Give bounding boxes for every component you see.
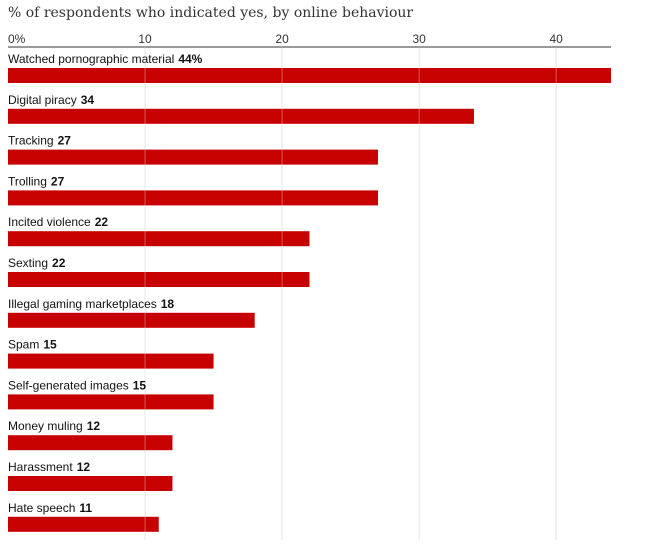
category-label: Watched pornographic material 44% xyxy=(8,52,203,66)
category-name: Digital piracy xyxy=(8,93,77,107)
category-labels: Watched pornographic material 44% Digital … xyxy=(8,52,203,515)
data-label: 12 xyxy=(77,460,91,474)
category-label: Incited violence 22 xyxy=(8,215,108,229)
data-label: 22 xyxy=(95,215,109,229)
bar xyxy=(8,108,474,124)
category-name: Trolling xyxy=(8,174,47,188)
category-name: Sexting xyxy=(8,256,48,270)
bar xyxy=(8,353,214,369)
x-tick-label: 0% xyxy=(8,32,26,46)
chart-title: % of respondents who indicated yes, by o… xyxy=(8,5,414,21)
category-label: Illegal gaming marketplaces 18 xyxy=(8,297,174,311)
data-label: 34 xyxy=(81,93,95,107)
category-name: Spam xyxy=(8,338,39,352)
bar xyxy=(8,516,159,532)
bar xyxy=(8,68,611,83)
category-label: Spam 15 xyxy=(8,338,57,352)
bars xyxy=(8,47,611,540)
category-name: Incited violence xyxy=(8,215,91,229)
data-label: 44% xyxy=(178,52,202,66)
category-label: Tracking 27 xyxy=(8,134,71,148)
category-name: Money muling xyxy=(8,419,83,433)
x-tick-label: 40 xyxy=(550,32,564,46)
bar xyxy=(8,476,173,491)
data-label: 12 xyxy=(87,419,101,433)
bar xyxy=(8,272,310,287)
category-name: Watched pornographic material xyxy=(8,52,174,66)
category-label: Trolling 27 xyxy=(8,174,65,188)
bar xyxy=(8,190,379,206)
category-name: Self-generated images xyxy=(8,378,129,392)
bar xyxy=(8,435,173,451)
x-tick-label: 10 xyxy=(138,32,152,46)
category-label: Hate speech 11 xyxy=(8,501,92,515)
bar xyxy=(8,149,379,165)
bar xyxy=(8,312,255,328)
gridlines xyxy=(144,47,557,540)
data-label: 27 xyxy=(51,174,65,188)
category-name: Tracking xyxy=(8,134,54,148)
data-label: 15 xyxy=(133,378,147,392)
data-label: 22 xyxy=(52,256,66,270)
category-label: Self-generated images 15 xyxy=(8,378,146,392)
data-label: 11 xyxy=(79,501,92,515)
x-axis: 0% 10 20 30 40 xyxy=(8,32,611,48)
category-name: Hate speech xyxy=(8,501,75,515)
data-label: 15 xyxy=(43,338,57,352)
category-name: Illegal gaming marketplaces xyxy=(8,297,157,311)
category-label: Sexting 22 xyxy=(8,256,66,270)
bar xyxy=(8,231,310,247)
category-name: Harassment xyxy=(8,460,73,474)
data-label: 27 xyxy=(58,134,72,148)
bar xyxy=(8,394,214,410)
x-tick-label: 30 xyxy=(412,32,426,46)
x-tick-label: 20 xyxy=(275,32,289,46)
category-label: Money muling 12 xyxy=(8,419,100,433)
data-label: 18 xyxy=(161,297,175,311)
category-label: Digital piracy 34 xyxy=(8,93,94,107)
category-label: Harassment 12 xyxy=(8,460,90,474)
